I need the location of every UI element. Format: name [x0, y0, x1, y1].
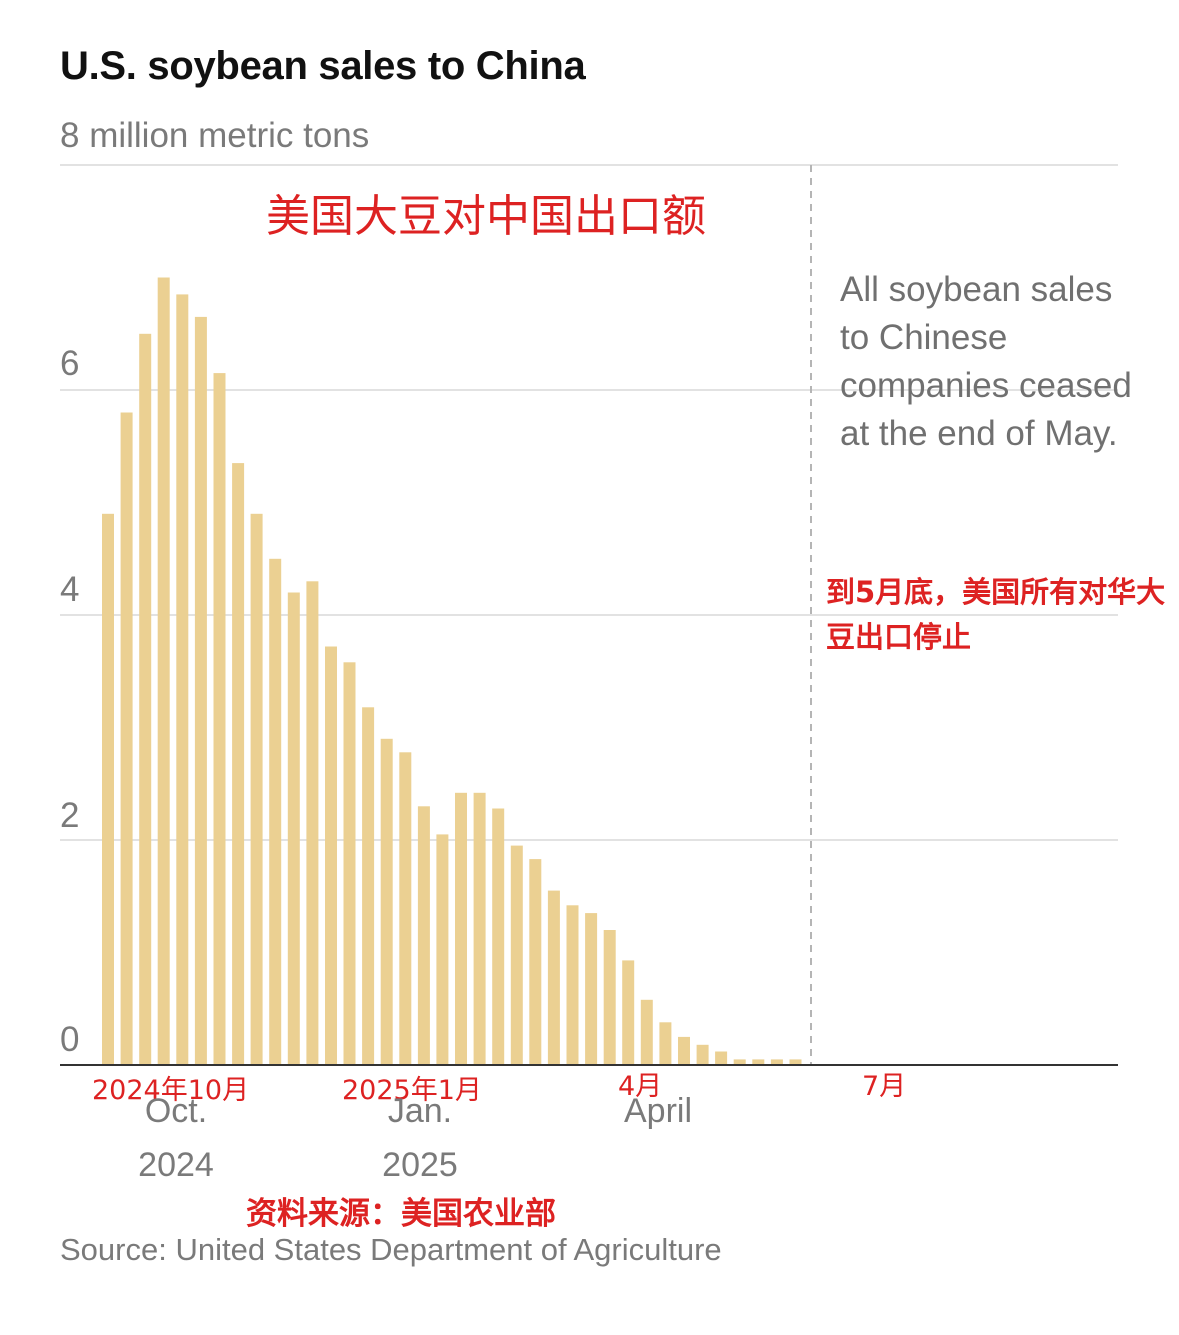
bar-9	[269, 558, 282, 1066]
bar-28	[622, 960, 635, 1065]
cutoff-note-chinese: 到5月底，美国所有对华大豆出口停止	[826, 575, 1166, 654]
chart-title: U.S. soybean sales to China	[60, 44, 586, 88]
x-tick-label-april: April	[623, 1092, 693, 1130]
cutoff-note: All soybean sales to Chinese companies c…	[840, 270, 1132, 453]
source-note: Source: United States Department of Agri…	[60, 1232, 722, 1267]
bar-13	[343, 662, 356, 1066]
bar-30	[659, 1022, 672, 1066]
y-tick-label-2: 2	[60, 796, 80, 835]
x-tick-zh-apr: 4月	[618, 1071, 663, 1102]
chinese-title-annotation: 美国大豆对中国出口额	[266, 191, 706, 242]
bar-1	[120, 412, 133, 1065]
y-axis-label: 8 million metric tons	[60, 116, 370, 155]
y-tick-label-4: 4	[60, 570, 80, 609]
bar-6	[213, 373, 226, 1066]
x-tick-label-oct: Oct.	[144, 1092, 208, 1130]
x-tick-jan: Jan. 2025	[350, 1086, 490, 1190]
bar-21	[492, 808, 505, 1065]
bar-2	[139, 333, 152, 1066]
x-tick-year-2024: 2024	[138, 1146, 214, 1184]
bar-31	[678, 1036, 690, 1065]
bar-18	[436, 834, 449, 1065]
bar-8	[250, 513, 263, 1066]
y-tick-label-0: 0	[60, 1020, 80, 1059]
bar-0	[102, 513, 114, 1066]
x-tick-oct: Oct. 2024	[106, 1086, 246, 1190]
bar-5	[194, 316, 207, 1065]
x-tick-zh-jul: 7月	[862, 1071, 907, 1102]
bar-4	[176, 294, 189, 1065]
bar-26	[585, 913, 598, 1065]
bar-35	[752, 1059, 765, 1065]
bar-14	[362, 707, 375, 1066]
bar-17	[417, 806, 430, 1066]
x-tick-april: April	[588, 1086, 728, 1136]
source-chinese: 资料来源：美国农业部	[246, 1196, 556, 1232]
bar-32	[696, 1044, 709, 1066]
bar-20	[473, 792, 486, 1066]
bar-37	[789, 1059, 802, 1065]
y-tick-label-6: 6	[60, 344, 80, 383]
bar-7	[232, 463, 245, 1066]
bar-11	[306, 581, 319, 1066]
bar-12	[325, 646, 337, 1065]
x-tick-year-2025: 2025	[382, 1146, 458, 1184]
bar-27	[603, 930, 616, 1065]
bar-16	[399, 752, 412, 1066]
x-tick-zh-oct: 2024年10月	[92, 1075, 250, 1106]
bar-3	[157, 277, 170, 1065]
x-tick-label-jan: Jan.	[387, 1092, 453, 1130]
x-tick-zh-jan: 2025年1月	[342, 1075, 482, 1106]
bar-24	[547, 890, 560, 1065]
bar-29	[640, 999, 653, 1066]
bar-23	[529, 859, 542, 1065]
bar-19	[455, 792, 467, 1066]
bar-33	[715, 1051, 728, 1065]
bar-34	[733, 1059, 746, 1065]
bar-25	[566, 905, 579, 1066]
bar-10	[287, 592, 300, 1065]
bar-22	[510, 845, 523, 1065]
bar-36	[770, 1059, 783, 1065]
bar-15	[380, 738, 393, 1066]
